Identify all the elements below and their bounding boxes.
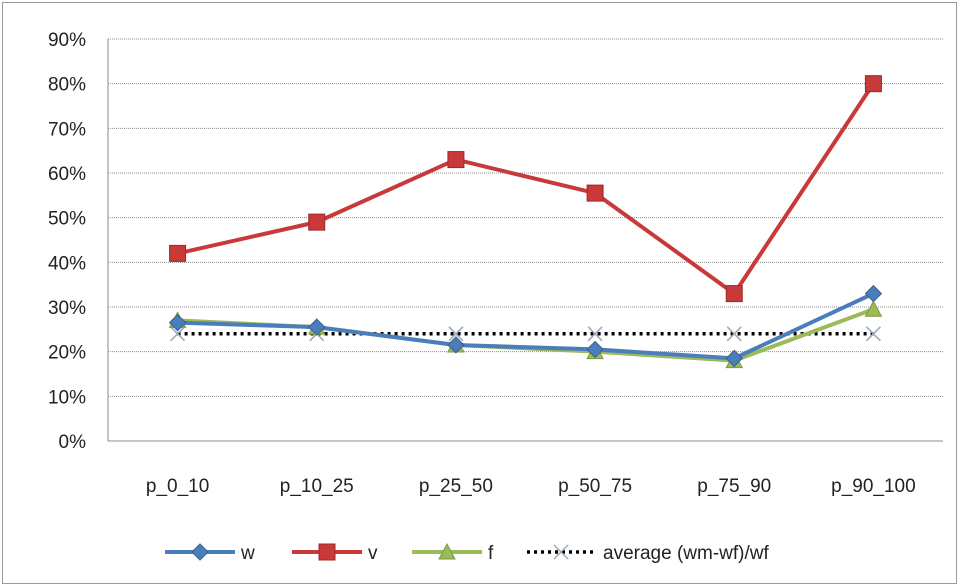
legend-marker [191, 543, 209, 561]
data-point [308, 213, 326, 231]
y-tick-label: 0% [59, 432, 87, 453]
data-point [170, 326, 186, 342]
axes [107, 39, 943, 442]
gridlines [108, 38, 943, 397]
y-tick-label: 20% [48, 343, 86, 364]
data-point [447, 336, 465, 354]
data-point [448, 326, 464, 342]
data-point [586, 340, 604, 359]
legend-marker [553, 544, 569, 560]
series-line [177, 307, 875, 363]
data-point [308, 318, 326, 336]
y-tick-label: 50% [48, 209, 86, 230]
data-point [169, 244, 187, 262]
series [168, 75, 883, 369]
y-tick-label: 10% [48, 387, 86, 408]
x-tick-label: p_50_75 [558, 476, 632, 497]
data-point [725, 285, 743, 303]
y-tick-label: 90% [48, 30, 86, 51]
y-tick-label: 60% [48, 164, 86, 185]
legend-label: f [488, 543, 494, 564]
data-point [447, 151, 465, 169]
legend-label: w [240, 543, 255, 564]
data-point [864, 284, 883, 303]
legend-marker [318, 543, 336, 561]
x-tick-labels: p_0_10 p_10_25 p_25_50 p_50_75 p_75_90 p_90_1… [146, 476, 916, 497]
data-point [725, 349, 743, 368]
data-point [587, 326, 603, 342]
y-tick-label: 70% [48, 119, 86, 140]
x-tick-label: p_90_100 [831, 476, 916, 497]
y-tick-labels: 0% 10% 20% 30% 40% 50% 60% 70% 80% 90% [48, 30, 86, 453]
data-point [864, 300, 883, 317]
legend-item: w [165, 543, 255, 564]
legend: w v f average (wm-wf)/wf [165, 542, 769, 564]
series-line [177, 291, 875, 361]
data-point [586, 184, 604, 202]
legend-label: v [368, 543, 378, 564]
data-point [726, 326, 742, 342]
series-line [177, 82, 876, 296]
legend-marker [438, 542, 456, 560]
y-tick-label: 40% [48, 253, 86, 274]
legend-item: f [412, 542, 494, 564]
data-point [865, 326, 881, 342]
y-tick-label: 30% [48, 298, 86, 319]
series-w [168, 284, 883, 368]
y-tick-label: 80% [48, 75, 86, 96]
x-tick-label: p_10_25 [280, 476, 354, 497]
series-v [169, 75, 882, 303]
legend-label: average (wm-wf)/wf [603, 543, 769, 564]
legend-item: average (wm-wf)/wf [527, 543, 769, 564]
data-point [864, 75, 882, 93]
x-tick-label: p_25_50 [419, 476, 493, 497]
legend-item: v [292, 543, 378, 564]
x-tick-label: p_75_90 [697, 476, 771, 497]
data-point [168, 313, 187, 332]
x-tick-label: p_0_10 [146, 476, 209, 497]
